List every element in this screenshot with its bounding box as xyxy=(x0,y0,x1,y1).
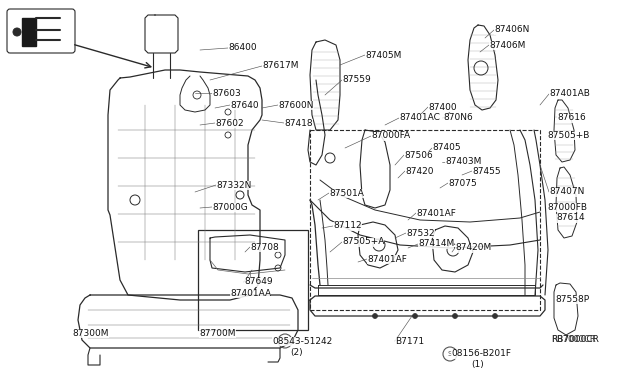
Text: 87401AB: 87401AB xyxy=(549,90,590,99)
Text: 87000FB: 87000FB xyxy=(547,202,587,212)
Text: RB7000CR: RB7000CR xyxy=(551,336,596,344)
Bar xyxy=(198,230,308,330)
Text: 87112: 87112 xyxy=(333,221,362,231)
Text: 08543-51242: 08543-51242 xyxy=(272,337,332,346)
Text: 87420M: 87420M xyxy=(455,244,492,253)
Text: 87640: 87640 xyxy=(230,100,259,109)
Text: 87300M: 87300M xyxy=(72,328,109,337)
Text: 87617M: 87617M xyxy=(262,61,298,71)
Circle shape xyxy=(13,28,21,36)
Circle shape xyxy=(413,314,417,318)
Text: 87505+B: 87505+B xyxy=(547,131,589,140)
Text: 87455: 87455 xyxy=(472,167,500,176)
Text: 87405M: 87405M xyxy=(365,51,401,60)
Text: 87000G: 87000G xyxy=(212,202,248,212)
Text: 87000FA: 87000FA xyxy=(371,131,410,141)
Bar xyxy=(310,130,540,310)
Text: 86400: 86400 xyxy=(228,44,257,52)
Text: 87700M: 87700M xyxy=(199,328,236,337)
Circle shape xyxy=(372,314,378,318)
Text: 87558P: 87558P xyxy=(555,295,589,304)
Text: 87401AF: 87401AF xyxy=(367,254,407,263)
Text: 87332N: 87332N xyxy=(216,180,252,189)
Text: 87420: 87420 xyxy=(405,167,433,176)
Text: 87505+A: 87505+A xyxy=(342,237,385,247)
Text: 08156-B201F: 08156-B201F xyxy=(451,350,511,359)
Text: 87532: 87532 xyxy=(406,228,435,237)
Text: 87616: 87616 xyxy=(557,113,586,122)
Text: 87614: 87614 xyxy=(556,214,584,222)
Text: 87600N: 87600N xyxy=(278,100,314,109)
Text: 87407N: 87407N xyxy=(549,187,584,196)
Text: 87649: 87649 xyxy=(244,278,273,286)
Circle shape xyxy=(493,314,497,318)
Text: 87559: 87559 xyxy=(342,76,371,84)
Text: S: S xyxy=(283,338,287,344)
Text: 87414M: 87414M xyxy=(418,240,454,248)
Text: 87405: 87405 xyxy=(432,144,461,153)
Circle shape xyxy=(452,314,458,318)
FancyBboxPatch shape xyxy=(7,9,75,53)
Text: RB7000CR: RB7000CR xyxy=(551,336,599,344)
Text: 87401AA: 87401AA xyxy=(230,289,271,298)
Text: (1): (1) xyxy=(471,359,484,369)
Text: 870N6: 870N6 xyxy=(443,113,473,122)
Text: 87501A: 87501A xyxy=(329,189,364,198)
Text: 87401AC: 87401AC xyxy=(399,113,440,122)
Text: B7171: B7171 xyxy=(395,337,424,346)
Text: 87400: 87400 xyxy=(428,103,456,112)
Text: 87506: 87506 xyxy=(404,151,433,160)
Text: 87406M: 87406M xyxy=(489,41,525,49)
Text: 87602: 87602 xyxy=(215,119,244,128)
Text: 87403M: 87403M xyxy=(445,157,481,167)
Text: (2): (2) xyxy=(290,347,303,356)
Text: 87708: 87708 xyxy=(250,243,279,251)
Polygon shape xyxy=(22,18,36,46)
Text: S: S xyxy=(448,351,452,357)
Text: 87418: 87418 xyxy=(284,119,312,128)
Text: 87603: 87603 xyxy=(212,89,241,97)
Text: 87075: 87075 xyxy=(448,179,477,187)
Text: 87406N: 87406N xyxy=(494,26,529,35)
Text: 87401AF: 87401AF xyxy=(416,208,456,218)
